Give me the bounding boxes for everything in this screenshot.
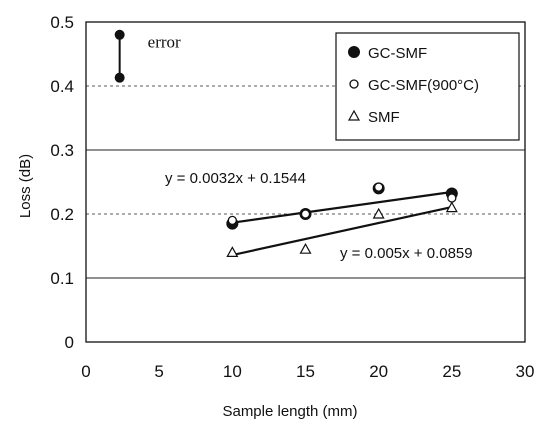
data-markers bbox=[226, 182, 458, 257]
legend-label: GC-SMF(900°C) bbox=[368, 77, 479, 94]
x-tick-label: 10 bbox=[223, 362, 242, 381]
smf-point bbox=[372, 207, 385, 219]
legend-box bbox=[335, 32, 520, 141]
trendline bbox=[232, 205, 453, 257]
y-tick-label: 0.1 bbox=[50, 269, 74, 288]
gc-smf-900c-point bbox=[447, 193, 457, 203]
tick-labels: 0 0.1 0.2 0.3 0.4 0.5 0 5 10 15 20 25 30 bbox=[50, 13, 534, 381]
trendline-equation: y = 0.0032x + 0.1544 bbox=[165, 170, 306, 187]
x-tick-label: 30 bbox=[516, 362, 535, 381]
legend: GC-SMF GC-SMF(900°C) SMF bbox=[335, 32, 520, 141]
gc-smf-900c-point bbox=[374, 182, 384, 192]
y-tick-label: 0.5 bbox=[50, 13, 74, 32]
x-tick-label: 15 bbox=[296, 362, 315, 381]
x-tick-label: 5 bbox=[154, 362, 163, 381]
error-bar-cap-top bbox=[114, 29, 125, 40]
legend-marker bbox=[347, 109, 361, 121]
x-axis-title: Sample length (mm) bbox=[222, 403, 357, 420]
axes bbox=[85, 21, 526, 343]
legend-label: GC-SMF bbox=[368, 45, 427, 62]
y-tick-label: 0 bbox=[65, 333, 74, 352]
gc-smf-900c-point bbox=[227, 215, 237, 226]
legend-marker bbox=[348, 46, 360, 58]
trendlines bbox=[232, 190, 453, 257]
plot-frame bbox=[85, 21, 526, 343]
gc-smf-900c-point bbox=[300, 209, 311, 219]
error-bar-cap-bottom bbox=[114, 72, 125, 83]
x-tick-label: 25 bbox=[442, 362, 461, 381]
legend-marker bbox=[349, 79, 359, 89]
y-tick-label: 0.4 bbox=[50, 77, 74, 96]
y-tick-label: 0.3 bbox=[50, 141, 74, 160]
y-tick-label: 0.2 bbox=[50, 205, 74, 224]
error-label: error bbox=[148, 33, 181, 52]
trendline-equation: y = 0.005x + 0.0859 bbox=[340, 245, 473, 262]
legend-label: SMF bbox=[368, 109, 400, 126]
y-axis-title: Loss (dB) bbox=[17, 154, 34, 218]
x-tick-label: 0 bbox=[81, 362, 90, 381]
smf-point bbox=[445, 201, 458, 213]
annotations: y = 0.0032x + 0.1544 y = 0.005x + 0.0859 e… bbox=[114, 29, 473, 262]
x-tick-label: 20 bbox=[369, 362, 388, 381]
trendline bbox=[232, 190, 452, 224]
smf-point bbox=[299, 242, 312, 254]
smf-point bbox=[226, 246, 239, 257]
